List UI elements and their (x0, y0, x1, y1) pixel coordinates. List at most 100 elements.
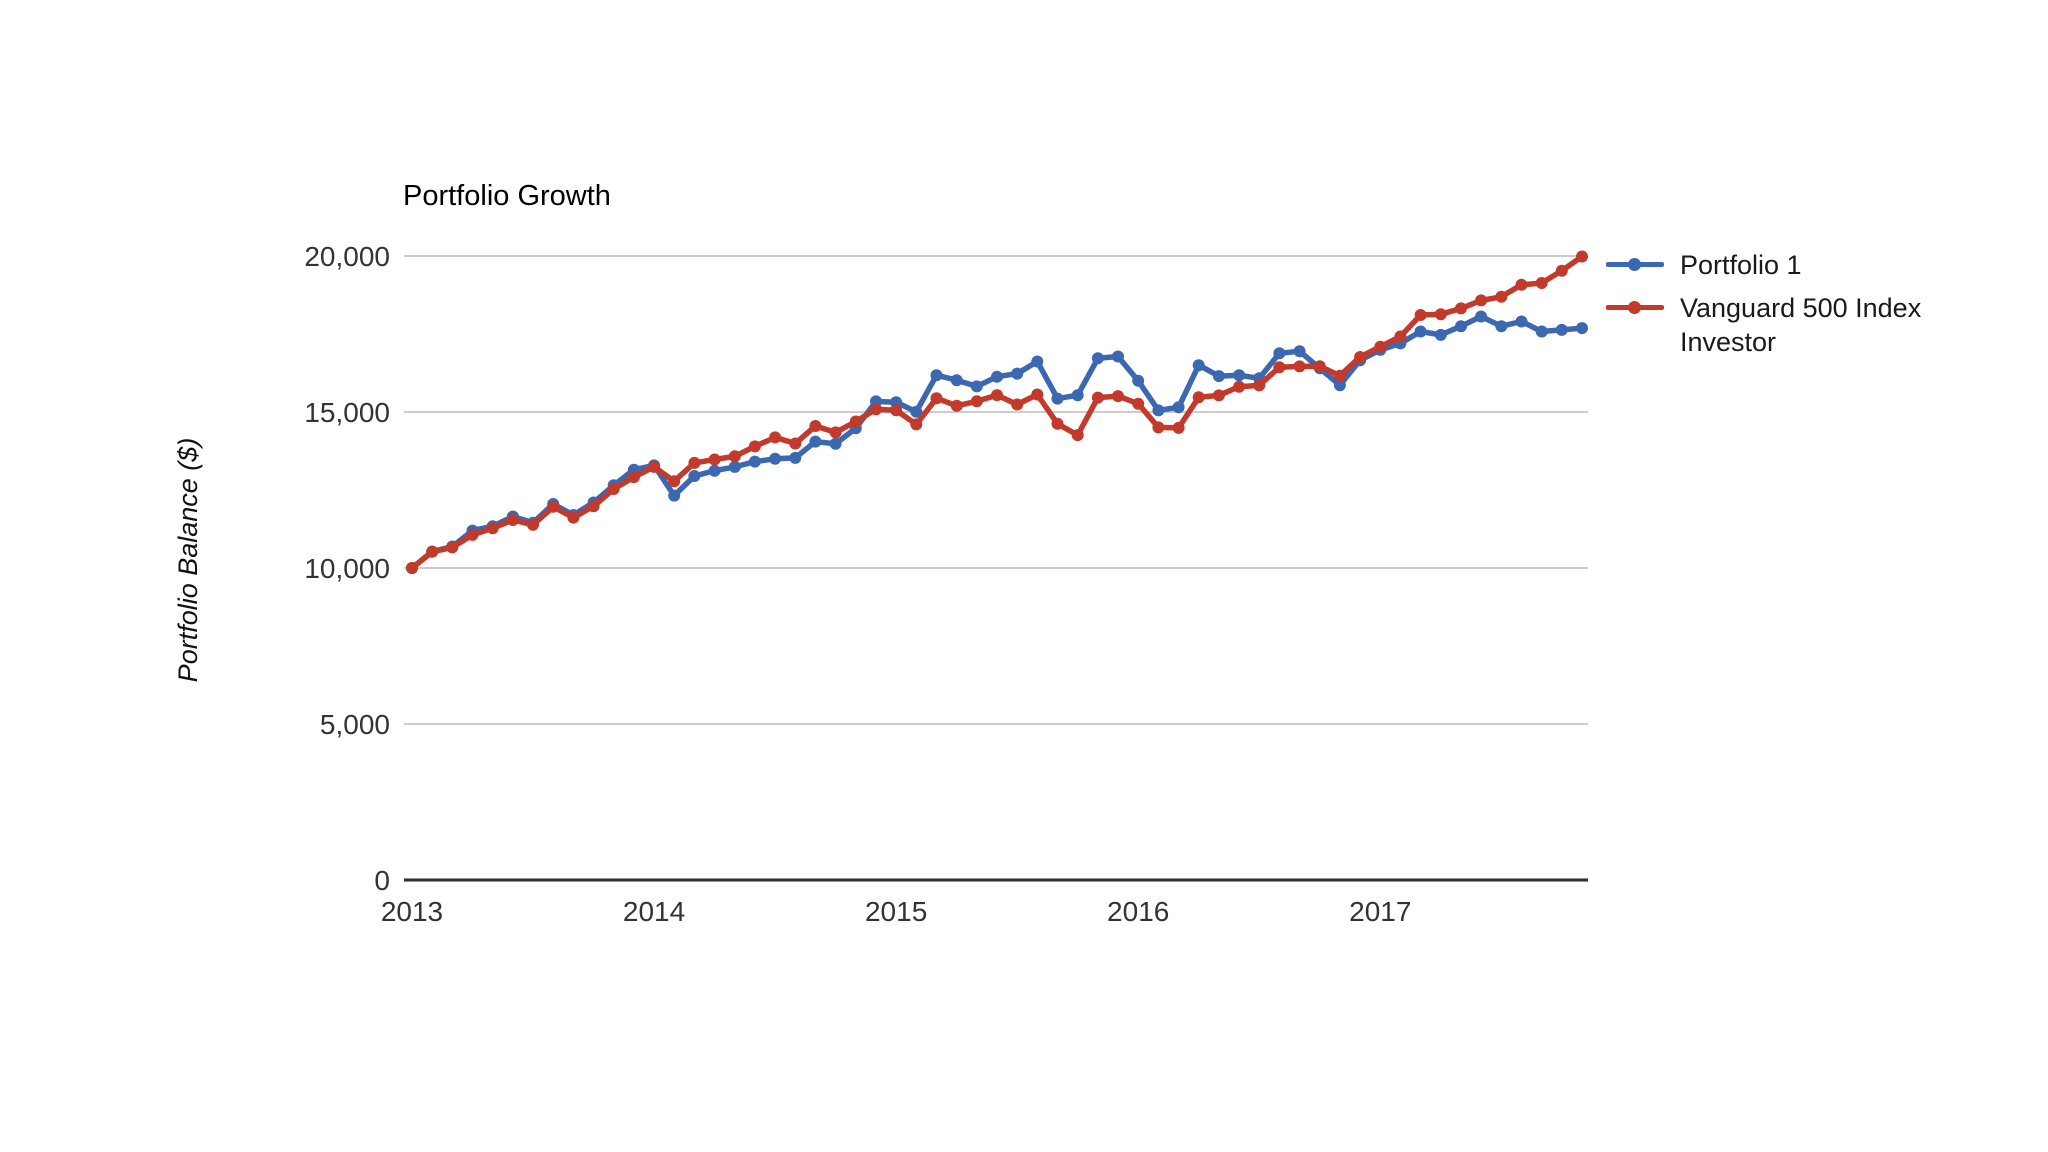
gridlines-layer (404, 255, 1588, 882)
data-point-marker (769, 452, 782, 465)
data-point-marker (789, 451, 802, 464)
data-point-marker (1555, 264, 1568, 277)
data-point-marker (890, 404, 903, 417)
data-point-marker (708, 453, 721, 466)
data-point-marker (1495, 320, 1508, 333)
x-tick-label: 2017 (1349, 896, 1411, 927)
data-point-marker (1152, 404, 1165, 417)
legend-marker-vanguard-500 (1606, 301, 1664, 314)
data-point-marker (1031, 355, 1044, 368)
data-point-marker (567, 511, 580, 524)
data-point-marker (1495, 290, 1508, 303)
data-point-marker (466, 528, 479, 541)
data-point-marker (1132, 374, 1145, 387)
data-point-marker (849, 415, 862, 428)
series-line-0 (409, 313, 1585, 571)
legend-label-vanguard-500: Vanguard 500 Index Investor (1680, 293, 1922, 357)
data-point-marker (1172, 421, 1185, 434)
data-point-marker (668, 475, 681, 488)
data-point-marker (809, 420, 822, 432)
data-point-marker (406, 562, 418, 574)
data-point-marker (930, 369, 943, 382)
legend-item-vanguard-500[interactable]: Vanguard 500 Index Investor (1606, 291, 1966, 359)
y-axis-title: Portfolio Balance ($) (173, 438, 203, 683)
data-point-marker (769, 431, 782, 444)
data-point-marker (1313, 360, 1326, 373)
series-layer (406, 250, 1588, 574)
data-point-marker (1333, 379, 1346, 392)
chart-legend: Portfolio 1 Vanguard 500 Index Investor (1606, 248, 1966, 368)
data-point-marker (1051, 417, 1064, 430)
data-point-marker (1172, 401, 1185, 414)
data-point-marker (1434, 308, 1447, 321)
data-point-marker (1091, 391, 1104, 404)
data-point-marker (1515, 315, 1528, 328)
data-point-marker (1212, 389, 1225, 402)
data-point-marker (1071, 389, 1084, 402)
data-point-marker (789, 437, 802, 450)
legend-dot-icon (1628, 258, 1641, 271)
data-point-marker (991, 389, 1003, 402)
data-point-marker (1293, 360, 1306, 373)
data-point-marker (486, 522, 499, 535)
data-point-marker (1152, 421, 1165, 434)
data-point-marker (1192, 391, 1205, 404)
data-point-marker (748, 440, 761, 453)
data-point-marker (1233, 380, 1246, 393)
data-point-marker (648, 460, 661, 473)
y-tick-label: 0 (374, 865, 390, 896)
data-point-marker (1576, 322, 1588, 335)
data-point-marker (688, 470, 701, 482)
x-tick-label: 2014 (623, 896, 685, 927)
data-point-marker (547, 500, 560, 513)
data-point-marker (1071, 429, 1084, 442)
data-point-marker (1414, 309, 1427, 321)
data-point-marker (708, 464, 721, 477)
data-point-marker (970, 395, 983, 408)
y-tick-label: 10,000 (304, 553, 390, 584)
data-point-marker (1354, 351, 1367, 363)
data-point-marker (809, 435, 822, 448)
data-point-marker (506, 514, 519, 526)
data-point-marker (1212, 370, 1225, 383)
data-point-marker (688, 456, 701, 469)
data-point-marker (1374, 340, 1387, 353)
data-point-marker (1031, 388, 1044, 401)
chart-title: Portfolio Growth (403, 180, 611, 212)
data-point-marker (748, 455, 761, 468)
data-point-marker (1394, 330, 1407, 343)
x-tick-label: 2013 (381, 896, 443, 927)
data-point-marker (1293, 345, 1306, 358)
y-tick-label: 5,000 (320, 709, 390, 740)
data-point-marker (829, 437, 842, 450)
data-point-marker (527, 518, 539, 531)
data-point-marker (1455, 320, 1467, 333)
data-point-marker (728, 450, 741, 463)
data-point-marker (970, 380, 983, 393)
data-point-marker (1475, 310, 1488, 323)
data-point-marker (1253, 379, 1266, 392)
data-point-marker (446, 541, 459, 554)
data-point-marker (910, 405, 923, 418)
data-point-marker (1192, 359, 1205, 372)
data-point-marker (1434, 328, 1447, 341)
data-point-marker (991, 370, 1003, 383)
data-point-marker (829, 426, 842, 439)
legend-item-portfolio-1[interactable]: Portfolio 1 (1606, 248, 1966, 282)
data-point-marker (668, 489, 681, 502)
data-point-marker (1535, 277, 1548, 289)
data-point-marker (1535, 325, 1548, 338)
data-point-marker (950, 374, 963, 387)
data-point-marker (1576, 250, 1588, 263)
y-tick-label: 15,000 (304, 397, 390, 428)
y-tick-label: 20,000 (304, 241, 390, 272)
data-point-marker (1132, 397, 1145, 410)
data-point-marker (627, 471, 640, 484)
data-point-marker (1555, 323, 1568, 336)
data-point-marker (1112, 350, 1124, 363)
legend-dot-icon (1628, 301, 1641, 314)
data-point-marker (607, 483, 620, 495)
data-point-marker (587, 500, 600, 513)
data-point-marker (1414, 325, 1427, 338)
